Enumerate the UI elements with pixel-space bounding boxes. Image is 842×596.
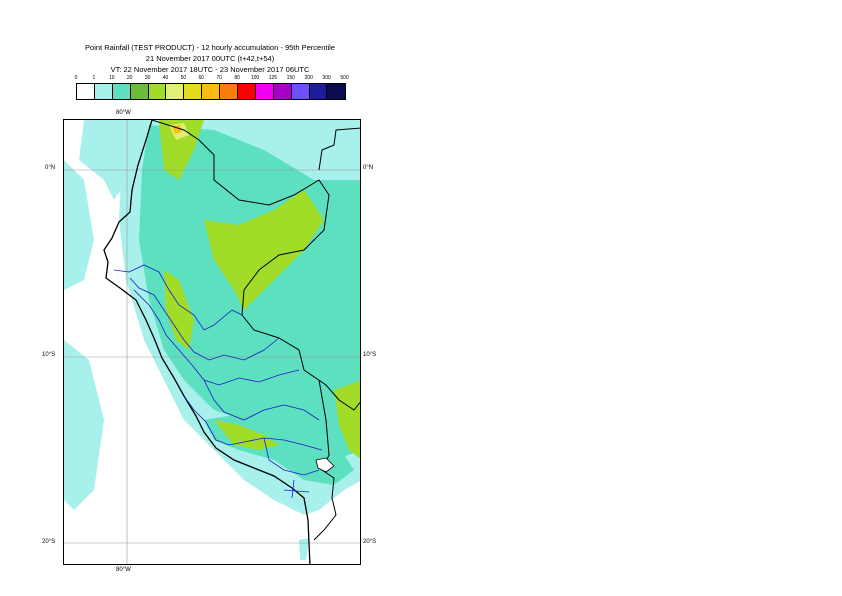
- legend-swatch: [130, 84, 149, 99]
- legend-swatch: [238, 84, 256, 99]
- color-legend: [76, 83, 347, 100]
- legend-swatch: [166, 84, 185, 99]
- legend-label: 30: [144, 75, 151, 81]
- lake-titicaca: [315, 457, 335, 473]
- lat-label-right-10: 10°S: [363, 352, 377, 358]
- lat-label-left-20: 20°S: [42, 539, 56, 545]
- legend-swatch: [273, 84, 292, 99]
- legend-labels: 0 1 10 20 30 40 50 60 70 80 100 125 150 200 300 500: [74, 75, 349, 85]
- national-borders: [151, 120, 360, 411]
- lon-label-bottom: 80°W: [116, 567, 131, 573]
- rain-patch-north: [159, 120, 204, 180]
- legend-swatch: [202, 84, 221, 99]
- legend-swatch: [112, 84, 131, 99]
- legend-label: 80: [234, 75, 240, 81]
- map-title: Point Rainfall (TEST PRODUCT) - 12 hourl…: [85, 43, 335, 52]
- ocean-rain-southwest: [64, 340, 104, 510]
- ocean-rain-south: [299, 538, 309, 560]
- legend-swatch: [255, 84, 274, 99]
- legend-swatch: [220, 84, 239, 99]
- legend-swatch: [327, 84, 346, 99]
- map-panel: [63, 119, 361, 565]
- legend-label: 40: [162, 75, 169, 81]
- coastline: [103, 120, 311, 564]
- legend-label: 20: [126, 75, 133, 81]
- legend-swatch: [184, 84, 203, 99]
- legend-label: 100: [250, 75, 260, 81]
- legend-label: 50: [180, 75, 187, 81]
- legend-swatch: [291, 84, 310, 99]
- legend-label: 300: [322, 75, 331, 81]
- lat-label-left-10: 10°S: [42, 352, 56, 358]
- lat-label-right-0: 0°N: [363, 165, 374, 171]
- rainfall-map: [64, 120, 360, 564]
- legend-label: 60: [198, 75, 205, 81]
- legend-label: 200: [304, 75, 313, 81]
- rain-patch-center: [204, 190, 324, 310]
- legend-swatch: [94, 84, 113, 99]
- legend-label: 1: [92, 75, 96, 81]
- valid-time: VT: 22 November 2017 18UTC - 23 November…: [110, 65, 310, 74]
- regional-borders: [113, 264, 323, 499]
- legend-swatch: [148, 84, 167, 99]
- ocean-rain-west: [64, 160, 94, 290]
- legend-label: 500: [340, 75, 349, 81]
- legend-label: 150: [286, 75, 295, 81]
- legend-label: 0: [74, 75, 78, 81]
- legend-swatch: [309, 84, 328, 99]
- legend-swatch: [77, 84, 95, 99]
- national-border-east: [313, 379, 337, 541]
- lat-label-right-20: 20°S: [363, 539, 377, 545]
- rain-patch-andes: [164, 270, 194, 350]
- rain-patch-east: [334, 380, 360, 459]
- rain-patch-south: [214, 420, 279, 450]
- legend-label: 125: [268, 75, 278, 81]
- legend-label: 70: [216, 75, 222, 81]
- run-time: 21 November 2017 00UTC (t+42,t+54): [145, 54, 275, 63]
- lat-label-left-0: 0°N: [45, 165, 56, 171]
- lon-label-top: 80°W: [116, 110, 131, 116]
- legend-label: 10: [109, 75, 115, 81]
